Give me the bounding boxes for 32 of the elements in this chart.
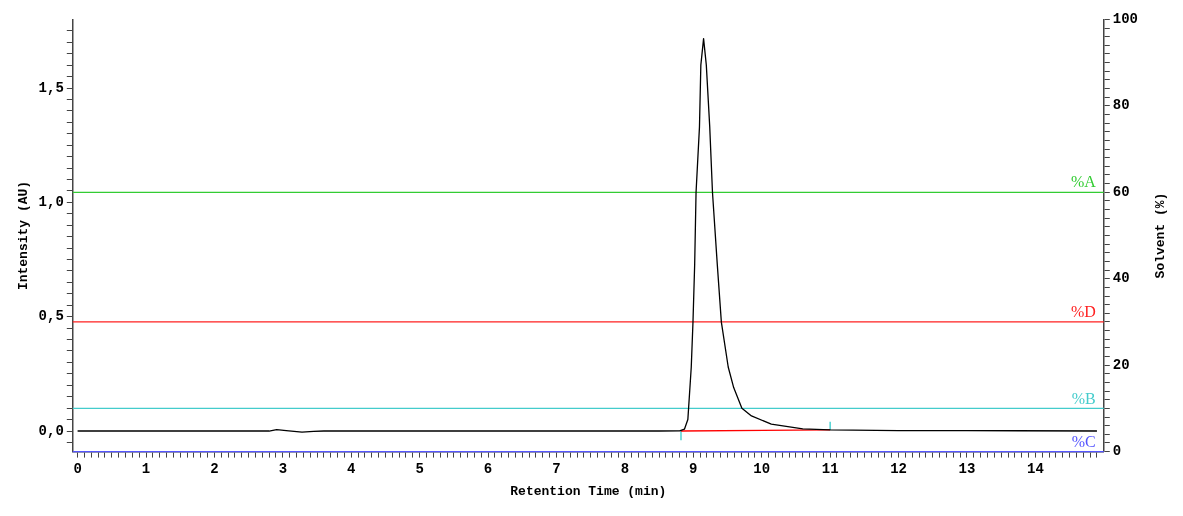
- x-tick-label: 10: [753, 460, 771, 477]
- x-tick-label: 11: [821, 460, 839, 477]
- x-tick-label: 0: [73, 460, 82, 477]
- x-tick-label: 9: [689, 460, 698, 477]
- x-tick-label: 8: [620, 460, 630, 477]
- y2-tick-label: 60: [1112, 183, 1130, 200]
- ref-line-label: %C: [1071, 432, 1096, 450]
- y-tick-label: 1,0: [38, 193, 64, 210]
- ref-line-label: %A: [1070, 173, 1097, 191]
- x-tick-label: 2: [210, 460, 219, 477]
- ref-line-label: %B: [1071, 389, 1096, 407]
- x-tick-label: 4: [347, 460, 356, 477]
- x-axis-title: Retention Time (min): [510, 484, 667, 500]
- x-tick-label: 13: [958, 460, 976, 477]
- y-tick-label: 1,5: [38, 79, 64, 96]
- x-tick-label: 6: [483, 460, 493, 477]
- x-tick-label: 3: [278, 460, 288, 477]
- y2-tick-label: 80: [1112, 97, 1130, 114]
- x-tick-label: 5: [415, 460, 424, 477]
- x-tick-label: 12: [890, 460, 907, 477]
- y-tick-label: 0,5: [38, 308, 64, 325]
- y2-tick-label: 40: [1112, 270, 1130, 287]
- y2-tick-label: 100: [1112, 10, 1139, 27]
- y-tick-label: 0,0: [38, 422, 64, 439]
- ref-line-label: %D: [1070, 303, 1096, 321]
- x-tick-label: 1: [141, 460, 151, 477]
- y2-tick-label: 20: [1112, 356, 1130, 373]
- x-tick-label: 14: [1026, 460, 1044, 477]
- y-axis-title: Intensity (AU): [16, 180, 32, 291]
- x-tick-label: 7: [552, 460, 561, 477]
- y2-axis-title: Solvent (%): [1153, 192, 1169, 279]
- y2-tick-label: 0: [1112, 443, 1122, 460]
